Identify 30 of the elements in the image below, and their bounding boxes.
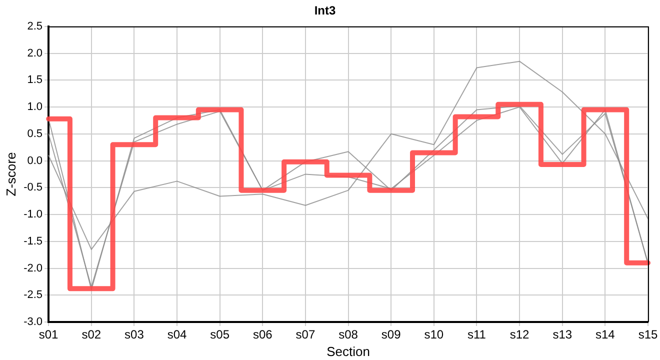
y-tick-label: -1.5 bbox=[24, 235, 43, 248]
y-tick-label: -3.0 bbox=[24, 316, 43, 328]
x-tick-label: s04 bbox=[167, 328, 187, 342]
y-tick-label: -1.0 bbox=[24, 208, 43, 221]
x-tick-label: s13 bbox=[552, 328, 572, 342]
x-tick-label: s09 bbox=[381, 328, 402, 342]
y-tick-label: 1.0 bbox=[27, 101, 43, 114]
x-tick-label: s05 bbox=[210, 328, 230, 342]
y-tick-label: -2.0 bbox=[24, 262, 43, 274]
x-tick-label: s03 bbox=[124, 328, 144, 342]
y-tick-label: 2.5 bbox=[27, 20, 43, 32]
x-tick-label: s01 bbox=[38, 328, 59, 342]
y-tick-label: 0.0 bbox=[27, 154, 43, 167]
x-tick-label: s11 bbox=[467, 328, 486, 342]
x-tick-label: s08 bbox=[338, 328, 358, 342]
chart-title: Int3 bbox=[314, 4, 336, 18]
x-axis-title: Section bbox=[326, 344, 370, 359]
x-tick-label: s02 bbox=[82, 328, 102, 342]
y-tick-label: 0.5 bbox=[27, 128, 43, 140]
y-tick-label: 1.5 bbox=[27, 74, 43, 86]
y-tick-label: -0.5 bbox=[24, 182, 43, 194]
y-axis-title: Z-score bbox=[3, 152, 18, 196]
x-tick-label: s15 bbox=[638, 328, 658, 342]
x-tick-label: s06 bbox=[252, 328, 273, 342]
x-tick-label: s10 bbox=[424, 328, 444, 342]
x-tick-label: s07 bbox=[296, 328, 316, 342]
y-tick-label: 2.0 bbox=[27, 47, 43, 60]
x-tick-label: s12 bbox=[510, 328, 530, 342]
x-tick-label: s14 bbox=[596, 328, 616, 342]
y-tick-label: -2.5 bbox=[24, 289, 43, 302]
